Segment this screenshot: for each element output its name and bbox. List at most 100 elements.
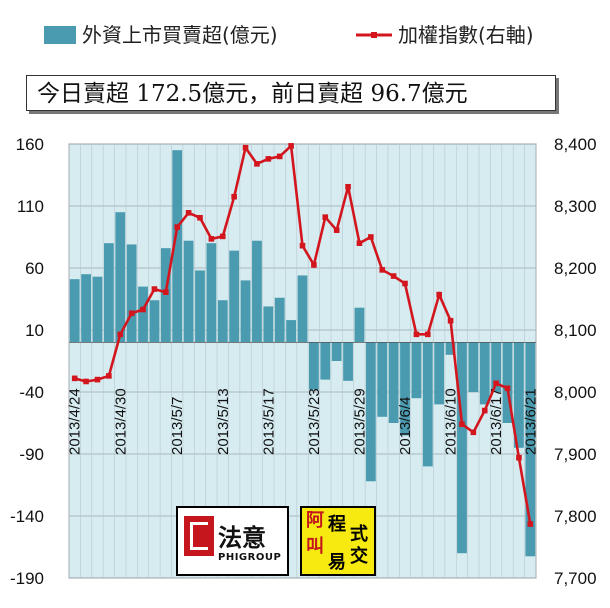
index-marker bbox=[288, 143, 294, 149]
right-tick-label: 7,900 bbox=[554, 445, 597, 464]
bar bbox=[274, 297, 285, 343]
bar bbox=[422, 342, 433, 467]
program-trading-mark-2: 叫 bbox=[306, 536, 324, 557]
index-marker bbox=[231, 193, 237, 200]
left-tick-label: 110 bbox=[17, 197, 44, 216]
right-axis-ticks: 7,700 7,800 7,900 8,000 8,100 8,200 8,300 8,400 bbox=[554, 135, 597, 588]
index-marker bbox=[402, 280, 408, 287]
index-marker bbox=[197, 214, 203, 221]
bar bbox=[252, 240, 262, 343]
phigroup-logo-mark bbox=[184, 516, 214, 556]
index-marker bbox=[481, 407, 488, 414]
index-marker bbox=[527, 521, 534, 527]
index-marker bbox=[185, 210, 192, 216]
left-tick-label: 10 bbox=[25, 321, 44, 340]
bar bbox=[138, 286, 148, 343]
phigroup-logo-name: 法意 bbox=[218, 524, 266, 552]
index-marker bbox=[311, 262, 317, 268]
index-marker bbox=[424, 331, 431, 338]
phigroup-logo: 法意 PHIGROUP bbox=[176, 506, 289, 576]
legend-line-label: 加權指數(右軸) bbox=[398, 23, 534, 47]
bar bbox=[479, 342, 490, 405]
program-trading-logo: 阿 程 式 叫 交 易 bbox=[300, 506, 376, 576]
bar bbox=[411, 342, 422, 399]
index-marker bbox=[447, 317, 454, 324]
x-tick-label: 2013/6/21 bbox=[522, 388, 539, 455]
program-trading-char-4: 易 bbox=[328, 552, 346, 573]
bar bbox=[354, 307, 365, 343]
bar bbox=[308, 342, 319, 390]
bar bbox=[502, 342, 513, 423]
x-axis-ticks: 2013/4/24 2013/4/30 2013/5/7 2013/5/13 2013/… bbox=[67, 388, 540, 455]
program-trading-char-1: 程 bbox=[328, 514, 346, 535]
index-marker bbox=[242, 144, 249, 151]
right-tick-label: 8,100 bbox=[554, 321, 597, 340]
program-trading-mark-1: 阿 bbox=[306, 510, 324, 531]
bar bbox=[388, 342, 399, 423]
bar bbox=[126, 244, 137, 343]
bar bbox=[160, 248, 171, 343]
index-marker bbox=[413, 331, 420, 338]
x-tick-label: 2013/6/17 bbox=[488, 388, 505, 455]
index-marker bbox=[504, 385, 511, 392]
bar bbox=[206, 243, 217, 343]
index-marker bbox=[254, 161, 260, 167]
index-marker bbox=[128, 310, 135, 317]
bar bbox=[343, 342, 353, 381]
index-marker bbox=[151, 286, 158, 292]
index-marker bbox=[140, 306, 146, 313]
bar bbox=[263, 306, 274, 343]
legend-line-marker bbox=[371, 32, 377, 38]
bar bbox=[229, 250, 240, 343]
index-marker bbox=[356, 240, 363, 246]
bar bbox=[468, 342, 479, 392]
bar bbox=[525, 342, 536, 557]
bar bbox=[514, 342, 524, 448]
line-series bbox=[71, 143, 534, 527]
index-marker bbox=[83, 378, 89, 385]
bar bbox=[69, 279, 80, 343]
x-tick-label: 2013/5/17 bbox=[260, 388, 277, 455]
x-tick-label: 2013/4/30 bbox=[112, 388, 129, 455]
bar bbox=[115, 212, 126, 343]
bar bbox=[149, 300, 160, 343]
bar bbox=[240, 280, 251, 343]
bar bbox=[400, 342, 410, 436]
index-marker bbox=[333, 227, 340, 233]
bar bbox=[286, 320, 297, 343]
bar bbox=[217, 300, 228, 343]
index-marker bbox=[106, 373, 112, 379]
bar bbox=[172, 150, 183, 343]
bar bbox=[491, 342, 502, 392]
index-marker bbox=[390, 273, 397, 279]
right-tick-label: 8,300 bbox=[554, 197, 597, 216]
index-marker bbox=[493, 380, 499, 387]
index-marker bbox=[516, 454, 522, 461]
left-tick-label: 60 bbox=[25, 259, 44, 278]
x-tick-label: 2013/5/29 bbox=[351, 388, 368, 455]
left-tick-label: -90 bbox=[19, 445, 44, 464]
bar bbox=[320, 342, 331, 380]
index-marker bbox=[345, 183, 351, 190]
left-axis-ticks: -190 -140 -90 -40 10 60 110 160 bbox=[10, 135, 44, 588]
right-tick-label: 7,800 bbox=[554, 507, 597, 526]
index-marker bbox=[436, 291, 442, 298]
legend-bar-label: 外資上市買賣超(億元) bbox=[82, 23, 278, 47]
x-tick-label: 2013/5/23 bbox=[306, 388, 323, 455]
index-marker bbox=[459, 421, 465, 428]
phigroup-logo-sub: PHIGROUP bbox=[218, 552, 282, 563]
bar bbox=[103, 243, 114, 343]
bar bbox=[377, 342, 388, 417]
x-tick-label: 2013/5/7 bbox=[169, 397, 186, 455]
bar bbox=[195, 270, 205, 343]
index-marker bbox=[368, 234, 374, 240]
bar bbox=[445, 342, 456, 355]
index-marker bbox=[94, 376, 101, 383]
bar-series bbox=[69, 150, 536, 557]
program-trading-char-3: 交 bbox=[350, 546, 368, 567]
program-trading-char-2: 式 bbox=[350, 524, 368, 545]
left-tick-label: -140 bbox=[10, 507, 44, 526]
index-marker bbox=[71, 375, 78, 382]
bar bbox=[297, 275, 308, 343]
bar bbox=[183, 240, 194, 343]
